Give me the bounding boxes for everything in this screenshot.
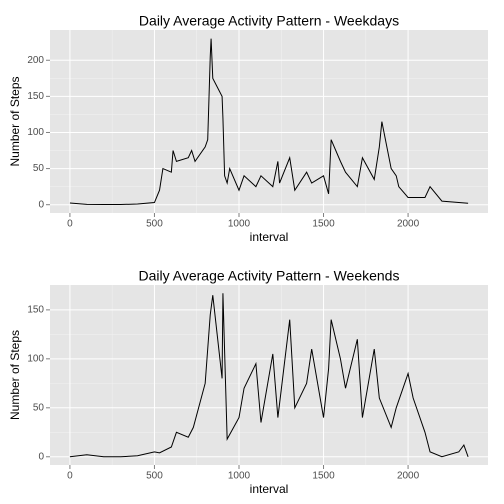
y-tick-label: 50 <box>33 163 45 174</box>
data-line <box>69 293 469 458</box>
x-tick-label: 0 <box>67 471 73 482</box>
x-axis-label: interval <box>250 230 289 244</box>
y-tick-label: 200 <box>27 55 44 66</box>
panel-background <box>50 30 488 213</box>
x-tick-label: 1000 <box>228 471 251 482</box>
y-axis-label: Number of Steps <box>8 330 22 420</box>
data-line <box>69 38 469 206</box>
y-tick-label: 50 <box>33 402 45 413</box>
chart-title: Daily Average Activity Pattern - Weekend… <box>139 268 400 284</box>
y-tick-label: 150 <box>27 91 44 102</box>
x-tick-label: 0 <box>67 219 73 230</box>
x-tick-label: 2000 <box>397 219 420 230</box>
x-tick-label: 1500 <box>312 471 335 482</box>
y-tick-label: 150 <box>27 305 44 316</box>
x-tick-label: 500 <box>146 219 163 230</box>
y-tick-label: 0 <box>38 451 44 462</box>
x-tick-label: 2000 <box>397 471 420 482</box>
x-tick-label: 500 <box>146 471 163 482</box>
y-tick-label: 0 <box>38 199 44 210</box>
x-axis-label: interval <box>250 482 289 496</box>
chart-title: Daily Average Activity Pattern - Weekday… <box>139 13 399 29</box>
y-axis-label: Number of Steps <box>8 76 22 166</box>
x-tick-label: 1500 <box>312 219 335 230</box>
x-tick-label: 1000 <box>228 219 251 230</box>
y-tick-label: 100 <box>27 353 44 364</box>
y-tick-label: 100 <box>27 127 44 138</box>
